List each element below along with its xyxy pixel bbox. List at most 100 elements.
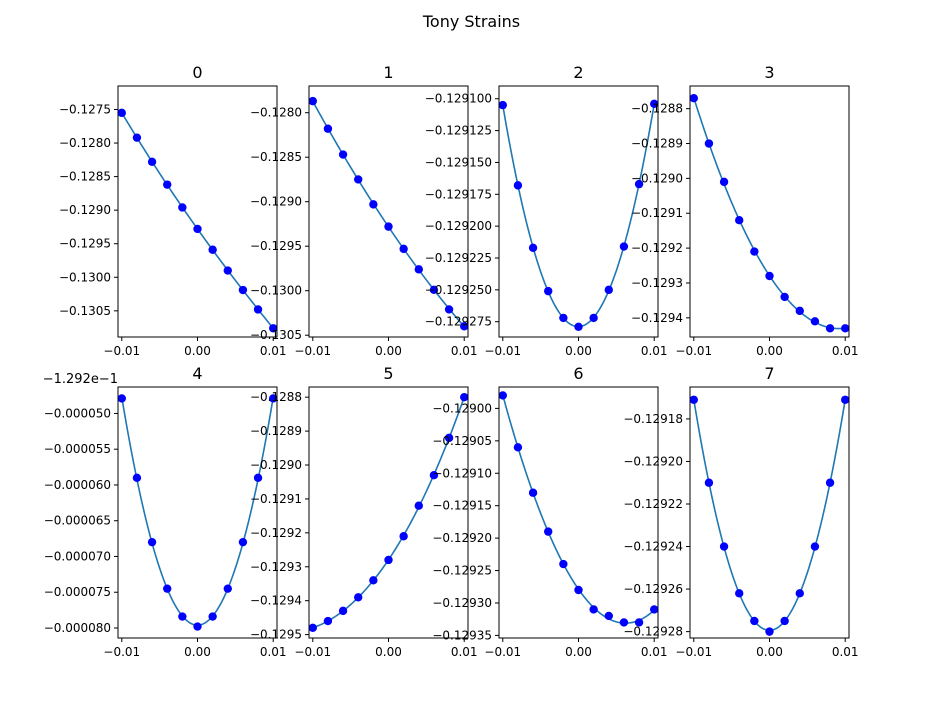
data-point	[208, 612, 217, 621]
x-tick-label: 0.01	[832, 645, 859, 659]
data-point	[414, 501, 423, 510]
data-point	[323, 124, 333, 133]
data-point	[825, 324, 835, 333]
y-tick-label: −0.129250	[425, 283, 492, 297]
subplot-title: 3	[764, 63, 774, 82]
data-point	[780, 616, 789, 626]
data-point	[735, 216, 744, 225]
figure-title: Tony Strains	[422, 12, 520, 31]
data-point	[544, 286, 553, 296]
data-point	[528, 243, 538, 253]
subplot-6: 6 −0.01 0.00 0.01 −0.12900 −0.12905 −0.12910 −0…	[432, 364, 667, 659]
y-tick-label: −0.000070	[44, 549, 111, 563]
data-point	[178, 612, 187, 621]
data-point	[513, 181, 523, 190]
data-point	[810, 542, 820, 551]
data-point	[841, 395, 850, 404]
y-tick-label: −0.1289	[631, 137, 683, 151]
data-point	[338, 606, 348, 616]
data-point	[414, 265, 423, 274]
axes-frame	[689, 85, 850, 338]
data-point	[795, 306, 804, 316]
y-tick-label: −0.1289	[250, 424, 302, 438]
y-tick-label: −0.1295	[250, 628, 302, 642]
x-tick-label: 0.00	[184, 645, 211, 659]
data-point	[117, 108, 126, 118]
data-point	[498, 100, 507, 110]
data-point	[619, 618, 629, 627]
subplots-grid: 0 −0.01 0.00 0.01 −0.1275 −0.1280 −0.1285 −0.12…	[43, 63, 859, 659]
y-tick-label: −0.1294	[250, 594, 302, 608]
data-point	[513, 443, 523, 452]
subplot-title: 2	[573, 63, 583, 82]
data-point	[323, 616, 333, 626]
data-point	[574, 322, 583, 332]
data-point	[604, 285, 613, 295]
data-point	[193, 622, 202, 631]
data-point	[308, 96, 317, 106]
axes-frame	[689, 386, 850, 639]
y-tick-label: −0.000080	[44, 621, 111, 635]
y-offset-label: −1.292e−1	[43, 372, 118, 387]
y-tick-label: −0.129200	[425, 219, 492, 233]
x-tick-label: 0.01	[260, 645, 287, 659]
subplot-title: 0	[192, 63, 202, 82]
subplot-title: 7	[764, 364, 774, 383]
y-tick-label: −0.129225	[425, 251, 492, 265]
data-point	[460, 322, 469, 331]
y-tick-label: −0.12918	[623, 412, 683, 426]
axes-frame	[117, 85, 278, 338]
data-point	[559, 313, 568, 323]
y-tick-label: −0.1285	[250, 150, 302, 164]
y-tick-label: −0.1293	[250, 560, 302, 574]
data-point	[589, 313, 598, 323]
x-tick-label: −0.01	[294, 344, 331, 358]
subplot-title: 1	[383, 63, 393, 82]
data-point	[719, 542, 729, 551]
y-tick-label: −0.1288	[631, 102, 683, 116]
fit-line	[693, 97, 846, 330]
x-tick-label: 0.01	[641, 344, 668, 358]
y-tick-label: −0.12910	[432, 466, 492, 480]
data-point	[208, 245, 217, 254]
x-tick-label: 0.00	[375, 645, 402, 659]
y-tick-label: −0.000075	[44, 585, 111, 599]
y-tick-label: −0.12920	[432, 531, 492, 545]
y-tick-label: −0.1291	[250, 492, 302, 506]
y-tick-label: −0.000060	[44, 478, 111, 492]
data-point	[429, 470, 439, 480]
data-point	[765, 627, 774, 636]
y-tick-label: −0.129150	[425, 155, 492, 169]
y-tick-label: −0.12905	[432, 434, 492, 448]
data-point	[399, 532, 408, 541]
y-tick-label: −0.1293	[631, 276, 683, 290]
x-tick-label: 0.00	[565, 645, 592, 659]
data-point	[354, 175, 363, 184]
data-point	[619, 242, 629, 251]
y-tick-label: −0.12925	[432, 564, 492, 578]
subplot-title: 6	[573, 364, 583, 383]
subplot-0: 0 −0.01 0.00 0.01 −0.1275 −0.1280 −0.1285 −0.12…	[59, 63, 287, 358]
x-tick-label: −0.01	[675, 344, 712, 358]
data-point	[399, 244, 408, 254]
x-tick-label: 0.01	[641, 645, 668, 659]
x-tick-label: 0.01	[260, 344, 287, 358]
x-tick-label: 0.01	[451, 645, 478, 659]
y-tick-label: −0.000055	[44, 442, 111, 456]
data-point	[589, 605, 598, 614]
y-tick-label: −0.12924	[623, 540, 683, 554]
y-tick-label: −0.000065	[44, 514, 111, 528]
subplot-4: 4 −0.01 0.00 0.01 −0.000050 −0.000055 −0.00006…	[43, 364, 287, 659]
data-point	[269, 324, 278, 333]
data-point	[559, 559, 568, 569]
data-point	[825, 478, 835, 487]
data-point	[650, 605, 659, 614]
data-point	[429, 285, 439, 295]
data-point	[253, 305, 263, 314]
subplot-2: 2 −0.01 0.00 0.01 −0.129100 −0.129125 −0.12915…	[425, 63, 668, 358]
data-point	[444, 433, 454, 443]
x-tick-label: 0.00	[565, 344, 592, 358]
data-point	[147, 537, 157, 547]
y-tick-label: −0.129275	[425, 315, 492, 329]
